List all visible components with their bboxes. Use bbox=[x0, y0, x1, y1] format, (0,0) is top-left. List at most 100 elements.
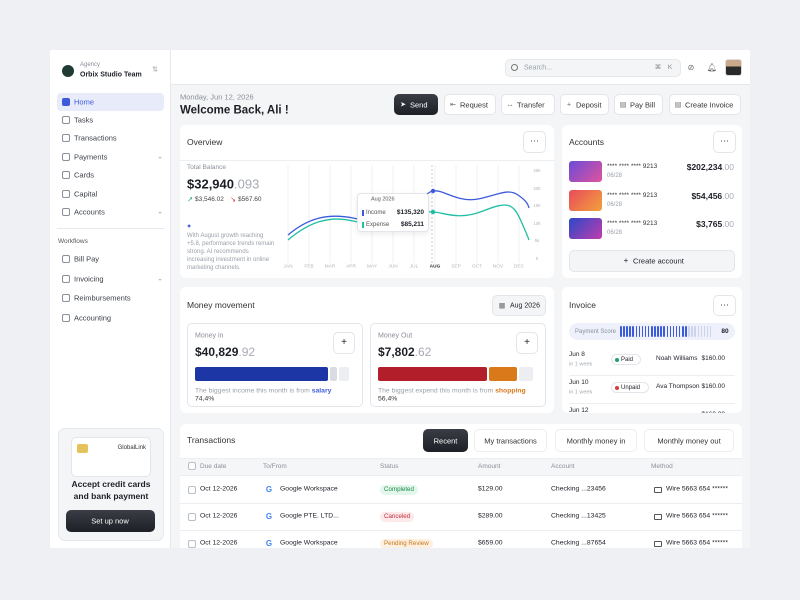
action-button[interactable] bbox=[444, 94, 496, 115]
nav-item[interactable]: Capital bbox=[74, 189, 98, 199]
action-button[interactable] bbox=[394, 94, 438, 115]
more-button[interactable] bbox=[523, 131, 546, 153]
nav-item[interactable]: Payments bbox=[74, 152, 108, 162]
nav-item[interactable]: Cards bbox=[74, 170, 95, 180]
amount: $659.00 bbox=[478, 539, 503, 547]
avatar[interactable] bbox=[725, 59, 742, 76]
month-label: FEB bbox=[304, 264, 314, 270]
month-label: JUN bbox=[388, 264, 398, 270]
checkbox[interactable] bbox=[188, 540, 196, 548]
nav-item[interactable]: Invoicing bbox=[74, 274, 104, 284]
more-button[interactable] bbox=[713, 295, 736, 316]
income-point bbox=[430, 188, 436, 194]
action-label[interactable]: Transfer bbox=[517, 99, 545, 109]
tab[interactable] bbox=[423, 429, 468, 452]
score-tick bbox=[678, 326, 681, 337]
row-divider bbox=[180, 503, 742, 504]
card-divider bbox=[180, 160, 554, 161]
tab[interactable] bbox=[555, 429, 637, 452]
nav-item[interactable]: Accounting bbox=[74, 313, 112, 323]
score-label: Payment Score bbox=[575, 328, 617, 335]
org-type: Agency bbox=[80, 62, 101, 68]
tab-label[interactable]: Monthly money out bbox=[657, 435, 721, 445]
action-label[interactable]: Create Invoice bbox=[685, 99, 734, 109]
score-tick bbox=[641, 326, 644, 337]
action-icon: ↔ bbox=[506, 101, 514, 108]
money-source: salary bbox=[311, 387, 332, 395]
period-button[interactable] bbox=[492, 295, 546, 316]
amount: $289.00 bbox=[478, 512, 503, 520]
money-bar-segment bbox=[195, 367, 328, 381]
invoice-date: Jun 12 bbox=[569, 406, 589, 414]
nav-item[interactable]: Bill Pay bbox=[74, 254, 100, 264]
action-button[interactable] bbox=[614, 94, 663, 115]
search-box[interactable] bbox=[505, 59, 681, 77]
search-icon bbox=[511, 64, 518, 71]
nav-item[interactable]: Accounts bbox=[74, 207, 105, 217]
invoice-due: in 1 week bbox=[569, 389, 593, 396]
action-button[interactable] bbox=[501, 94, 555, 115]
action-button[interactable] bbox=[560, 94, 609, 115]
nav-item[interactable]: Home bbox=[74, 97, 95, 107]
action-label[interactable]: Request bbox=[460, 99, 488, 109]
create-account-button[interactable] bbox=[569, 250, 735, 272]
money-bar-segment bbox=[489, 367, 517, 381]
tab-label[interactable]: My transactions bbox=[484, 435, 537, 445]
invoice-name: Ava Thompson bbox=[656, 382, 700, 390]
calendar-icon: ▦ bbox=[498, 302, 506, 309]
month-label: SEP bbox=[451, 264, 461, 270]
add-button[interactable] bbox=[333, 332, 355, 354]
tab-label[interactable]: Recent bbox=[433, 435, 458, 445]
nav-icon bbox=[62, 116, 70, 124]
nav-item[interactable]: Transactions bbox=[74, 133, 117, 143]
counterparty: Google Workspace bbox=[280, 539, 338, 547]
bell-icon[interactable]: 🔔︎ bbox=[706, 63, 718, 72]
invoice-status: Unpaid bbox=[621, 384, 641, 391]
nav-item[interactable]: Tasks bbox=[74, 115, 94, 125]
status-badge: Canceled bbox=[380, 511, 415, 523]
column-header: Due date bbox=[200, 462, 227, 470]
add-button[interactable] bbox=[516, 332, 538, 354]
score-tick bbox=[638, 326, 641, 337]
tab-label[interactable]: Monthly money in bbox=[566, 435, 626, 445]
income-marker bbox=[362, 210, 364, 216]
action-icon: ⇤ bbox=[450, 101, 456, 108]
invoice-amount: $160.00 bbox=[701, 382, 726, 390]
search-placeholder[interactable]: Search... bbox=[524, 64, 553, 72]
promo-button[interactable] bbox=[66, 510, 155, 532]
nav-item[interactable]: Reimbursements bbox=[74, 293, 131, 303]
score-tick bbox=[669, 326, 672, 337]
period-label[interactable]: Aug 2026 bbox=[510, 302, 540, 309]
card-title: Accounts bbox=[569, 136, 604, 147]
tooltip-label: Income bbox=[366, 210, 386, 216]
y-axis-label: 15k bbox=[533, 202, 541, 208]
action-button[interactable] bbox=[669, 94, 741, 115]
checkbox[interactable] bbox=[188, 513, 196, 521]
status-badge: Completed bbox=[380, 484, 418, 496]
expense-change: $567.60 bbox=[238, 195, 262, 203]
checkbox[interactable] bbox=[188, 486, 196, 494]
account-expiry: 06/28 bbox=[607, 201, 623, 208]
action-label[interactable]: Send bbox=[410, 99, 428, 109]
promo-button-label[interactable]: Set up now bbox=[91, 516, 129, 526]
invoice-card bbox=[562, 287, 742, 413]
checkbox[interactable] bbox=[188, 462, 196, 470]
nav-icon bbox=[62, 153, 70, 161]
tab[interactable] bbox=[474, 429, 547, 452]
action-label[interactable]: Deposit bbox=[576, 99, 602, 109]
create-account-label[interactable]: Create account bbox=[633, 256, 684, 266]
action-label[interactable]: Pay Bill bbox=[630, 99, 656, 109]
money-label: Money Out bbox=[378, 332, 413, 340]
tab[interactable] bbox=[644, 429, 734, 452]
account: Checking ...87654 bbox=[551, 539, 606, 547]
score-tick bbox=[651, 326, 653, 337]
sidebar-divider bbox=[57, 228, 164, 229]
more-button[interactable] bbox=[713, 131, 736, 153]
method-icon bbox=[654, 487, 662, 493]
score-tick bbox=[666, 326, 669, 337]
add-icon: + bbox=[341, 337, 347, 348]
due-date: Oct 12-2026 bbox=[200, 512, 238, 520]
amount: $129.00 bbox=[478, 485, 503, 493]
money-box bbox=[187, 323, 363, 407]
